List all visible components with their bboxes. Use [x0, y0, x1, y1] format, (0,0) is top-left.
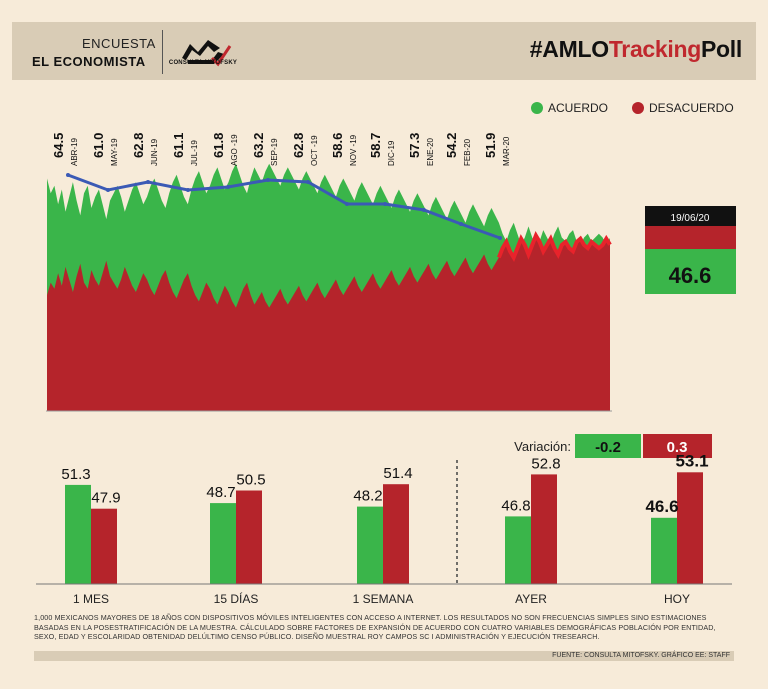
desacuerdo-area — [47, 235, 610, 411]
monthly-value-label: 57.3 — [407, 133, 422, 158]
footnote: 1,000 MEXICANOS MAYORES DE 18 AÑOS CON D… — [34, 613, 716, 642]
bar-desacuerdo — [677, 472, 703, 584]
monthly-value-label: 61.0 — [91, 133, 106, 158]
monthly-point — [226, 185, 230, 189]
monthly-value-label: 51.9 — [483, 133, 498, 158]
source-text: FUENTE: CONSULTA MITOFSKY. GRÁFICO EE: S… — [552, 652, 730, 659]
bar-acuerdo — [357, 506, 383, 584]
monthly-point — [383, 202, 387, 206]
monthly-month-label: JUN-19 — [150, 138, 159, 166]
bar-acuerdo — [210, 503, 236, 584]
monthly-value-label: 64.5 — [51, 133, 66, 158]
bar-desacuerdo-label: 52.8 — [531, 455, 560, 472]
bar-acuerdo — [651, 517, 677, 584]
monthly-value-label: 58.6 — [330, 133, 345, 158]
monthly-value-label: 58.7 — [368, 133, 383, 158]
monthly-value-label: 61.1 — [171, 133, 186, 158]
header-bar: ENCUESTA EL ECONOMISTA CONSULTA MITOFSKY… — [12, 22, 756, 80]
logo-caption: CONSULTA MITOFSKY — [168, 60, 238, 66]
hashtag-title: #AMLOTrackingPoll — [529, 36, 743, 63]
bar-category-label: 1 MES — [73, 592, 109, 606]
monthly-month-label: FEB-20 — [463, 138, 472, 166]
hashtag-part-2: Tracking — [608, 36, 702, 62]
monthly-month-label: AGO -19 — [230, 134, 239, 166]
monthly-value-label: 62.8 — [131, 133, 146, 158]
bar-desacuerdo-label: 47.9 — [91, 490, 120, 507]
legend-desacuerdo-swatch — [632, 102, 644, 114]
bar-acuerdo-label: 46.6 — [645, 497, 678, 516]
bar-desacuerdo — [383, 484, 409, 584]
bar-category-label: 15 DÍAS — [214, 591, 259, 606]
bar-category-label: HOY — [664, 592, 690, 606]
bar-acuerdo-label: 48.7 — [206, 484, 235, 501]
bar-acuerdo — [65, 484, 91, 584]
monthly-value-label: 62.8 — [291, 133, 306, 158]
legend-acuerdo-label: ACUERDO — [548, 101, 608, 115]
bar-desacuerdo-label: 53.1 — [675, 451, 708, 470]
bar-desacuerdo-label: 51.4 — [383, 465, 412, 482]
desacuerdo-overtake-highlight — [497, 231, 612, 263]
monthly-average-line — [67, 173, 501, 240]
bar-desacuerdo-label: 50.5 — [236, 472, 265, 489]
legend-acuerdo-swatch — [531, 102, 543, 114]
bar-acuerdo-label: 46.8 — [501, 497, 530, 514]
bar-acuerdo — [505, 516, 531, 584]
final-acuerdo-box — [645, 249, 736, 294]
bar-desacuerdo — [531, 474, 557, 584]
bar-acuerdo-label: 48.2 — [353, 488, 382, 505]
monthly-point — [66, 173, 70, 177]
monthly-month-label: MAR-20 — [502, 136, 511, 166]
final-acuerdo-value: 46.6 — [669, 263, 712, 288]
variacion-acuerdo-value: -0.2 — [595, 439, 621, 456]
monthly-month-label: ENE-20 — [426, 137, 435, 166]
monthly-point — [498, 236, 502, 240]
header-divider — [162, 30, 163, 74]
bar-desacuerdo — [236, 490, 262, 584]
final-date-box — [645, 206, 736, 226]
monthly-point — [266, 178, 270, 182]
bar-category-label: AYER — [515, 592, 547, 606]
monthly-month-label: DIC-19 — [387, 140, 396, 166]
bar-category-label: 1 SEMANA — [353, 592, 414, 606]
monthly-month-label: OCT -19 — [310, 135, 319, 166]
monthly-point — [186, 188, 190, 192]
source-bar: FUENTE: CONSULTA MITOFSKY. GRÁFICO EE: S… — [34, 651, 734, 661]
header-line1: ENCUESTA — [82, 36, 156, 51]
final-desacuerdo-box-upper — [645, 226, 736, 249]
bar-desacuerdo — [91, 508, 117, 584]
monthly-point — [306, 180, 310, 184]
variacion-desacuerdo-value: 0.3 — [667, 439, 688, 456]
monthly-month-label: JUL-19 — [190, 140, 199, 166]
monthly-value-label: 54.2 — [444, 133, 459, 158]
bar-acuerdo-label: 51.3 — [61, 466, 90, 483]
monthly-month-label: MAY-19 — [110, 138, 119, 166]
variacion-desacuerdo-box — [643, 434, 712, 458]
monthly-point — [459, 222, 463, 226]
hashtag-part-3: Poll — [701, 36, 742, 62]
legend-desacuerdo-label: DESACUERDO — [649, 101, 734, 115]
monthly-value-label: 61.8 — [211, 133, 226, 158]
monthly-point — [146, 180, 150, 184]
header-line2: EL ECONOMISTA — [32, 54, 146, 69]
monthly-point — [345, 202, 349, 206]
monthly-point — [106, 188, 110, 192]
hashtag-part-1: #AMLO — [529, 36, 609, 62]
monthly-value-label: 63.2 — [251, 133, 266, 158]
variacion-label: Variación: — [514, 439, 571, 454]
monthly-point — [422, 208, 426, 212]
monthly-month-label: SEP-19 — [270, 138, 279, 166]
variacion-acuerdo-box — [575, 434, 641, 458]
final-date: 19/06/20 — [671, 213, 710, 224]
monthly-month-label: NOV -19 — [349, 134, 358, 166]
monthly-month-label: ABR-19 — [70, 137, 79, 166]
mitofsky-logo-icon — [182, 40, 232, 67]
